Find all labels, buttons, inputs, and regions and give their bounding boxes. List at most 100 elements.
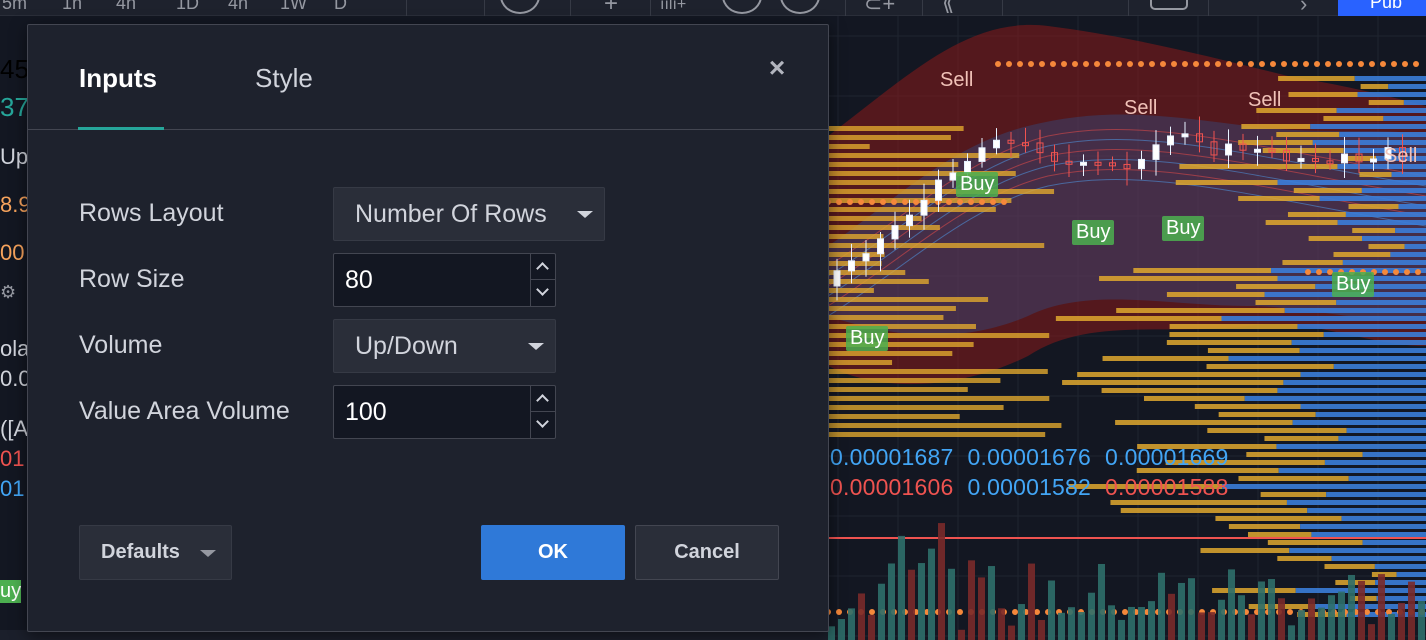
toolbar-divider xyxy=(845,0,846,16)
toolbar-divider xyxy=(1002,0,1003,16)
dot-marker xyxy=(1001,199,1007,205)
profile-bar-up xyxy=(1238,196,1320,201)
toolbar-interval[interactable]: 5m xyxy=(2,0,28,13)
dot-marker xyxy=(1325,61,1331,67)
ok-button[interactable]: OK xyxy=(481,525,625,580)
volume-bar xyxy=(1398,602,1405,640)
increment-button[interactable] xyxy=(531,254,555,280)
chevron-right-icon[interactable]: › xyxy=(1300,0,1308,16)
legend-fragment: 01 xyxy=(0,446,25,471)
dot-marker xyxy=(1072,61,1078,67)
volume-bar xyxy=(1368,624,1375,640)
dot-marker xyxy=(1380,61,1386,67)
profile-bar-down xyxy=(1312,140,1426,145)
chevron-down-icon xyxy=(536,283,549,296)
profile-bar-down xyxy=(1307,508,1426,513)
sell-signal-label: Sell xyxy=(1248,89,1282,111)
toolbar-interval[interactable]: 4h xyxy=(116,0,137,13)
profile-bar-down xyxy=(1323,332,1426,337)
profile-bar-up xyxy=(1255,300,1337,305)
chart-type-icon[interactable] xyxy=(500,0,540,14)
volume-bar xyxy=(1108,605,1115,640)
candle-body xyxy=(833,270,841,287)
chevron-down-icon xyxy=(200,550,216,557)
legend-fragment: 8.9 xyxy=(0,192,31,217)
profile-bar-up xyxy=(1368,100,1404,105)
candle-body xyxy=(848,260,855,272)
price-level: 0.00001676 xyxy=(967,444,1092,470)
close-icon[interactable]: × xyxy=(768,52,786,83)
dot-marker xyxy=(1122,609,1128,615)
volume-bar xyxy=(988,566,995,640)
layout-icon[interactable] xyxy=(1150,0,1188,10)
profile-bar-up xyxy=(1241,124,1311,129)
price-levels-row: 0.00001606 0.00001582 0.00001588 xyxy=(830,474,1243,501)
indicators-icon[interactable]: ıılı+ xyxy=(660,0,687,13)
decrement-button[interactable] xyxy=(531,412,555,438)
dot-marker xyxy=(946,199,952,205)
profile-bar-down xyxy=(1339,132,1426,137)
profile-bar-left xyxy=(828,207,996,212)
volume-bar xyxy=(1408,581,1415,640)
add-icon[interactable]: + xyxy=(604,0,619,17)
rows-layout-select[interactable]: Number Of Rows xyxy=(333,187,605,241)
band-line xyxy=(828,169,1426,307)
volume-select[interactable]: Up/Down xyxy=(333,319,556,373)
toolbar-interval[interactable]: 1h xyxy=(62,0,83,13)
volume-bar xyxy=(1298,610,1305,640)
price-level: 0.00001606 xyxy=(830,474,954,500)
toolbar-interval[interactable]: 4h xyxy=(228,0,249,13)
decrement-button[interactable] xyxy=(531,280,555,306)
gear-icon[interactable]: ⚙ xyxy=(0,282,17,302)
profile-bar-left xyxy=(828,252,885,257)
buy-signal-label: uy xyxy=(0,580,22,603)
volume-bar xyxy=(1038,619,1045,640)
row-size-input[interactable] xyxy=(334,254,530,306)
profile-bar-down xyxy=(1346,428,1426,433)
profile-bar-left xyxy=(828,162,959,167)
legend-fragment: 00 xyxy=(0,240,25,265)
profile-bar-left xyxy=(828,234,884,239)
volume-bar xyxy=(898,535,905,640)
value-area-volume-input[interactable] xyxy=(334,386,530,438)
chart-canvas xyxy=(828,16,1426,640)
profile-bar-down xyxy=(1228,356,1426,361)
replay-icon[interactable] xyxy=(780,0,820,14)
publish-button[interactable]: Pub xyxy=(1338,0,1426,16)
profile-bar-left xyxy=(828,351,953,356)
toolbar-interval[interactable]: 1W xyxy=(280,0,307,13)
profile-bar-left xyxy=(828,360,893,365)
profile-bar-up xyxy=(1207,428,1347,433)
increment-button[interactable] xyxy=(531,386,555,412)
profile-bar-left xyxy=(828,297,989,302)
cancel-button[interactable]: Cancel xyxy=(635,525,779,580)
profile-bar-down xyxy=(1336,108,1426,113)
tab-inputs[interactable]: Inputs xyxy=(79,63,157,93)
dot-marker xyxy=(979,199,985,205)
defaults-button[interactable]: Defaults xyxy=(79,525,232,580)
undo-icon[interactable]: ⟪ xyxy=(942,0,955,15)
profile-bar-up xyxy=(1200,548,1290,553)
candle-body xyxy=(1268,148,1276,153)
candle-body xyxy=(1399,147,1406,163)
volume-bar xyxy=(1228,569,1235,640)
compare-icon[interactable]: ⊂+ xyxy=(864,0,896,16)
toolbar-interval[interactable]: 1D xyxy=(176,0,200,13)
alert-icon[interactable] xyxy=(722,0,762,14)
volume-bar xyxy=(828,626,835,640)
volume-bar xyxy=(1018,604,1025,640)
buy-signal-label: Buy xyxy=(956,172,999,197)
profile-bar-left xyxy=(828,306,956,311)
toolbar-interval[interactable]: D xyxy=(334,0,347,13)
tab-style[interactable]: Style xyxy=(255,63,313,93)
dot-marker xyxy=(1149,61,1155,67)
profile-bar-up xyxy=(1062,380,1284,385)
toolbar-divider xyxy=(650,0,651,16)
rows-layout-value: Number Of Rows xyxy=(355,200,547,228)
dot-marker xyxy=(858,199,864,205)
dot-marker xyxy=(1204,61,1210,67)
dot-marker xyxy=(957,609,963,615)
candle-body xyxy=(891,225,899,240)
price-chart[interactable]: Sell Sell Sell Sell Buy Buy Buy Buy Buy … xyxy=(828,16,1426,640)
dot-marker xyxy=(1316,269,1322,275)
